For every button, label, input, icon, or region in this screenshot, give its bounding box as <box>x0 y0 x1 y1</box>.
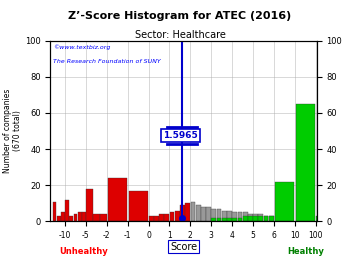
Bar <box>217 218 221 221</box>
Bar <box>227 211 232 221</box>
Bar <box>264 216 269 221</box>
Text: Sector: Healthcare: Sector: Healthcare <box>135 30 225 40</box>
Text: Unhealthy: Unhealthy <box>59 247 108 256</box>
Text: ©www.textbiz.org: ©www.textbiz.org <box>53 44 111 50</box>
Text: The Research Foundation of SUNY: The Research Foundation of SUNY <box>53 59 161 64</box>
Bar <box>232 212 237 221</box>
Bar <box>185 203 190 221</box>
Bar <box>100 214 107 221</box>
Bar <box>211 218 216 221</box>
Bar <box>154 216 159 221</box>
Bar <box>227 218 232 221</box>
X-axis label: Score: Score <box>170 241 197 252</box>
Text: 1.5965: 1.5965 <box>163 131 198 140</box>
Bar <box>65 200 69 221</box>
Bar <box>180 205 185 221</box>
Bar <box>217 209 221 221</box>
Bar <box>93 214 100 221</box>
Bar <box>222 218 227 221</box>
Bar <box>165 214 169 221</box>
Bar <box>73 214 77 221</box>
Bar <box>129 191 148 221</box>
Bar <box>232 218 237 221</box>
Y-axis label: Number of companies
(670 total): Number of companies (670 total) <box>3 89 22 173</box>
Bar <box>253 216 258 221</box>
Bar <box>78 212 82 221</box>
Bar <box>201 207 206 221</box>
Bar <box>222 211 227 221</box>
Text: Healthy: Healthy <box>287 247 324 256</box>
Bar <box>275 182 294 221</box>
Bar <box>258 214 263 221</box>
Bar <box>196 205 201 221</box>
Bar <box>269 216 274 221</box>
Bar <box>248 216 253 221</box>
Bar <box>211 209 216 221</box>
Bar <box>159 214 164 221</box>
Bar <box>269 216 274 221</box>
Bar <box>264 216 269 221</box>
Bar <box>238 212 242 221</box>
Bar <box>253 214 258 221</box>
Bar <box>316 216 317 221</box>
Bar <box>57 216 61 221</box>
Bar <box>108 178 127 221</box>
Bar <box>243 216 248 221</box>
Text: Z’-Score Histogram for ATEC (2016): Z’-Score Histogram for ATEC (2016) <box>68 11 292 21</box>
Bar <box>238 218 242 221</box>
Bar <box>296 104 315 221</box>
Bar <box>69 216 73 221</box>
Bar <box>175 211 180 221</box>
Bar <box>86 189 93 221</box>
Bar <box>206 207 211 221</box>
Bar <box>170 212 175 221</box>
Bar <box>53 201 57 221</box>
Bar <box>243 212 248 221</box>
Bar <box>61 212 65 221</box>
Bar <box>149 216 154 221</box>
Bar <box>248 214 253 221</box>
Bar <box>258 216 263 221</box>
Bar <box>82 212 86 221</box>
Bar <box>190 201 195 221</box>
